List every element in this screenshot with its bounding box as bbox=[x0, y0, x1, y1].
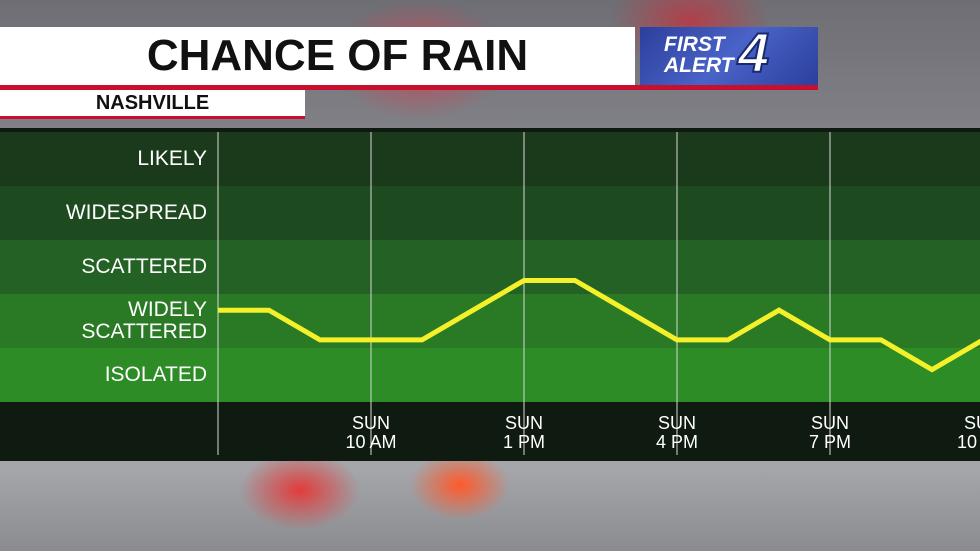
line bbox=[218, 278, 980, 373]
y-tick-label: LIKELY bbox=[137, 147, 207, 170]
logo-line1: FIRST bbox=[664, 33, 725, 56]
title: CHANCE OF RAIN bbox=[146, 31, 529, 80]
y-band bbox=[0, 186, 980, 240]
y-tick-label: SCATTERED bbox=[81, 255, 207, 278]
x-tick-label: SUN 7 PM bbox=[808, 413, 851, 452]
logo-line2: ALERT bbox=[664, 54, 734, 77]
y-band bbox=[0, 348, 980, 402]
y-tick-label: ISOLATED bbox=[104, 363, 207, 386]
x-tick-label: SUN 10 PM bbox=[956, 413, 980, 452]
y-band bbox=[0, 240, 980, 294]
y-tick-label: WIDELY SCATTERED bbox=[81, 298, 207, 343]
x-tick-label: SUN 10 AM bbox=[345, 413, 397, 452]
logo-number: 4 bbox=[737, 21, 770, 84]
title-bar: CHANCE OF RAIN bbox=[0, 27, 635, 85]
y-tick-label: WIDESPREAD bbox=[65, 201, 207, 224]
logo: FIRST ALERT 4 bbox=[640, 21, 818, 85]
location: NASHVILLE bbox=[95, 92, 210, 114]
location-bar: NASHVILLE bbox=[0, 90, 305, 119]
x-tick-label: SUN 1 PM bbox=[502, 413, 545, 452]
x-tick-label: SUN 4 PM bbox=[655, 413, 698, 452]
y-band bbox=[0, 132, 980, 186]
title-underline bbox=[0, 85, 818, 90]
